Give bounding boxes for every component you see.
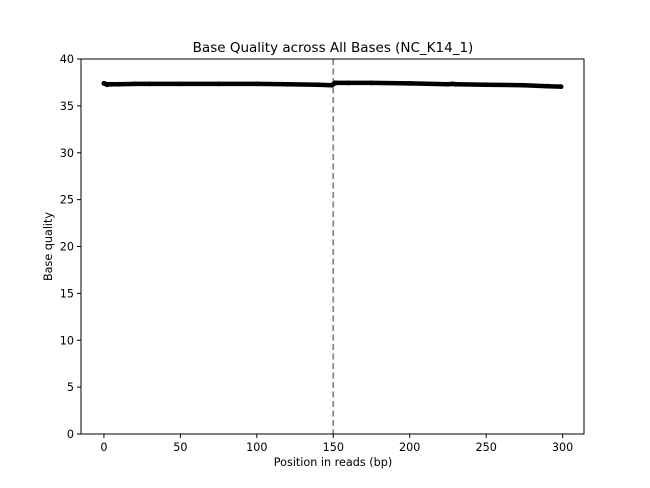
plot-area bbox=[80, 58, 585, 435]
data-point bbox=[109, 81, 114, 87]
data-point bbox=[445, 81, 451, 87]
y-tick-label: 35 bbox=[60, 100, 74, 113]
y-axis-ticks: 0 5 10 15 20 25 30 35 40 bbox=[60, 53, 81, 441]
data-point bbox=[407, 80, 413, 86]
data-point bbox=[132, 81, 137, 87]
x-tick-label: 100 bbox=[246, 441, 267, 454]
data-point bbox=[346, 80, 351, 86]
x-axis-label: Position in reads (bp) bbox=[274, 456, 392, 469]
data-point bbox=[216, 81, 221, 87]
data-point bbox=[483, 82, 489, 88]
data-point bbox=[558, 84, 564, 90]
y-tick-label: 40 bbox=[60, 53, 74, 66]
x-tick-label: 50 bbox=[173, 441, 187, 454]
data-point bbox=[315, 82, 321, 88]
data-point bbox=[284, 81, 290, 87]
y-tick-label: 25 bbox=[60, 194, 74, 207]
y-tick-label: 5 bbox=[67, 381, 74, 394]
x-tick-label: 150 bbox=[323, 441, 344, 454]
data-point bbox=[453, 81, 458, 87]
data-point bbox=[254, 81, 260, 87]
y-axis-label: Base quality bbox=[42, 212, 55, 281]
series-layer bbox=[101, 80, 564, 90]
data-point bbox=[116, 81, 122, 87]
data-point bbox=[521, 82, 527, 88]
y-tick-label: 10 bbox=[60, 334, 74, 347]
y-tick-label: 20 bbox=[60, 241, 74, 254]
x-tick-label: 0 bbox=[100, 441, 107, 454]
x-tick-label: 300 bbox=[552, 441, 573, 454]
y-tick-label: 15 bbox=[60, 287, 74, 300]
y-tick-label: 30 bbox=[60, 147, 74, 160]
data-point bbox=[177, 81, 183, 87]
x-axis-ticks: 0 50 100 150 200 250 300 bbox=[100, 434, 573, 454]
data-point bbox=[147, 81, 153, 87]
chart-title: Base Quality across All Bases (NC_K14_1) bbox=[193, 40, 474, 56]
data-point bbox=[333, 80, 339, 86]
data-point bbox=[369, 80, 374, 86]
x-tick-label: 200 bbox=[399, 441, 420, 454]
data-point bbox=[544, 83, 550, 89]
y-tick-label: 0 bbox=[67, 428, 74, 441]
x-tick-label: 250 bbox=[475, 441, 496, 454]
